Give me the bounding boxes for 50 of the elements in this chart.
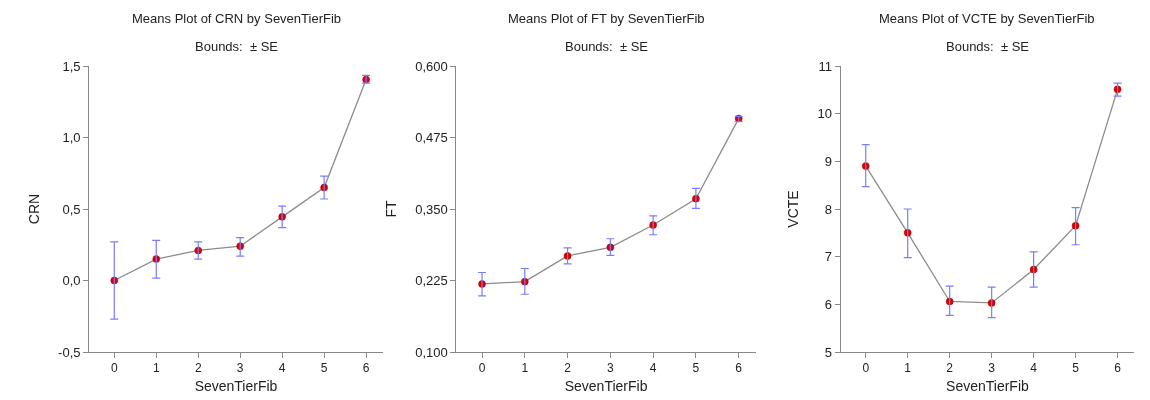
x-axis-title: SevenTierFib [194,377,278,394]
x-tick-label: 1 [521,361,529,376]
y-tick-label: 11 [818,58,832,74]
x-tick-label: 4 [278,361,286,376]
x-tick-label: 5 [1072,361,1080,376]
y-tick-label: 0,350 [415,201,448,217]
y-tick-label: -0,5 [58,344,81,360]
x-axis-title: SevenTierFib [564,377,648,394]
chart-title: Means Plot of FT by SevenTierFib [508,11,705,26]
y-tick-label: 6 [824,296,832,312]
y-tick-label: 7 [824,249,832,265]
y-tick-label: 0,475 [415,130,448,146]
y-tick-label: 0,0 [62,273,81,289]
x-tick-label: 6 [362,361,370,376]
chart-subtitle: Bounds: ± SE [565,39,649,54]
y-axis-title: FT [382,200,399,218]
x-tick-label: 0 [110,361,118,376]
chart-subtitle: Bounds: ± SE [946,39,1030,54]
x-tick-label: 4 [1030,361,1038,376]
x-tick-label: 4 [649,361,657,376]
x-tick-label: 6 [735,361,743,376]
x-tick-label: 2 [194,361,202,376]
x-tick-label: 3 [988,361,996,376]
y-tick-label: 8 [824,201,832,217]
y-tick-label: 10 [817,106,832,122]
y-tick-label: 5 [824,344,832,360]
x-tick-label: 6 [1114,361,1122,376]
x-tick-label: 3 [607,361,615,376]
y-axis-title: CRN [25,193,42,225]
chart-title: Means Plot of VCTE by SevenTierFib [879,11,1095,26]
x-tick-label: 2 [564,361,572,376]
x-axis-title: SevenTierFib [946,377,1030,394]
y-axis-title: VCTE [785,190,802,228]
y-tick-label: 1,0 [62,130,81,146]
chart-subtitle: Bounds: ± SE [195,39,279,54]
x-tick-label: 0 [862,361,870,376]
x-tick-label: 2 [946,361,954,376]
x-tick-label: 1 [152,361,160,376]
y-tick-label: 0,5 [62,201,81,217]
chart-title: Means Plot of CRN by SevenTierFib [132,11,342,26]
x-tick-label: 5 [320,361,328,376]
y-tick-label: 0,600 [415,58,448,74]
y-tick-label: 1,5 [62,58,81,74]
x-tick-label: 0 [478,361,486,376]
y-tick-label: 0,100 [415,344,448,360]
x-tick-label: 5 [692,361,700,376]
x-tick-label: 1 [904,361,912,376]
y-tick-label: 9 [824,153,832,169]
x-tick-label: 3 [236,361,244,376]
y-tick-label: 0,225 [415,273,448,289]
